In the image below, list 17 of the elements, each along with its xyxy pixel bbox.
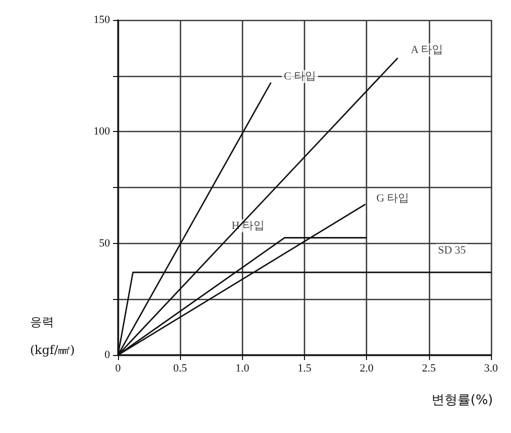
y-axis-title: 응력 (kgf/㎟) [30, 315, 75, 357]
annotation: G 타입 [376, 192, 410, 204]
x-tick-label: 2.0 [360, 362, 374, 374]
y-tick-label: 0 [104, 349, 110, 361]
x-tick-label: 1.0 [235, 362, 250, 374]
y-tick-label: 150 [94, 14, 110, 26]
x-tick-label: 0.5 [173, 362, 188, 374]
y-tick-label: 100 [94, 126, 110, 138]
x-tick-label: 0 [115, 362, 122, 374]
y-tick-label: 50 [99, 237, 110, 250]
x-tick-label: 1.5 [298, 362, 312, 374]
annotation: A 타입 [410, 44, 443, 56]
annotation: C 타입 [284, 70, 316, 83]
x-tick-label: 2.5 [422, 362, 436, 374]
x-tick-label: 3.0 [484, 362, 498, 374]
annotation: SD 35 [438, 244, 466, 256]
x-axis-title: 변형률(%) [432, 393, 494, 408]
